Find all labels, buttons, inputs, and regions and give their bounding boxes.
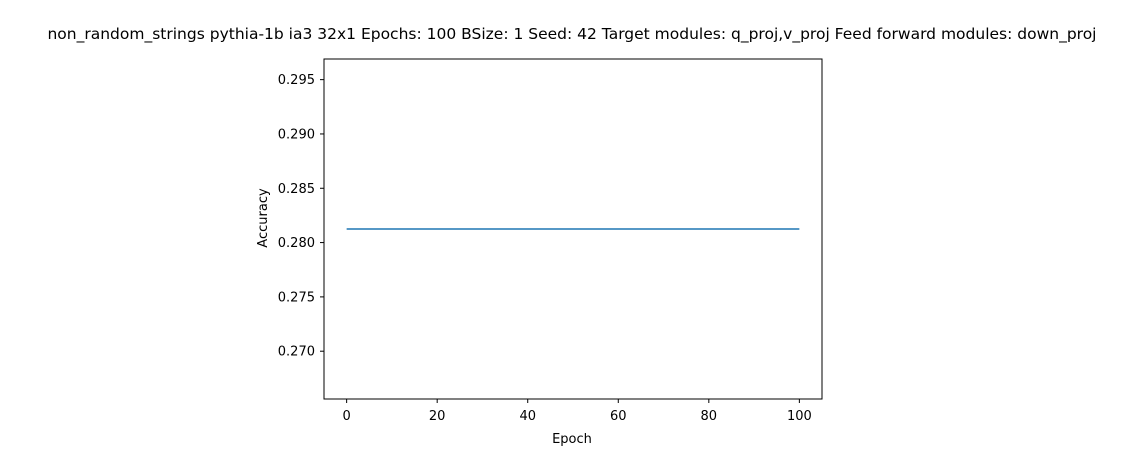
x-tick-label: 20 <box>429 409 446 424</box>
y-tick-label: 0.290 <box>278 127 315 142</box>
y-tick-label: 0.280 <box>278 236 315 251</box>
y-tick-label: 0.270 <box>278 345 315 360</box>
x-tick-label: 0 <box>342 409 350 424</box>
x-tick-label: 60 <box>610 409 627 424</box>
plot-area: 0 20 40 60 80 100 0.270 0.275 0.280 0.285 0.290 0.2… <box>278 58 823 424</box>
x-tick-label: 40 <box>519 409 536 424</box>
y-axis-label: Accuracy <box>256 188 271 248</box>
y-tick-label: 0.275 <box>278 290 315 305</box>
y-tick-label: 0.285 <box>278 182 315 197</box>
x-axis-label: Epoch <box>552 432 592 447</box>
x-tick-label: 80 <box>701 409 718 424</box>
x-tick-label: 100 <box>787 409 812 424</box>
plot-frame <box>323 58 823 400</box>
y-tick-label: 0.295 <box>278 73 315 88</box>
chart-title: non_random_strings pythia-1b ia3 32x1 Ep… <box>47 25 1096 44</box>
